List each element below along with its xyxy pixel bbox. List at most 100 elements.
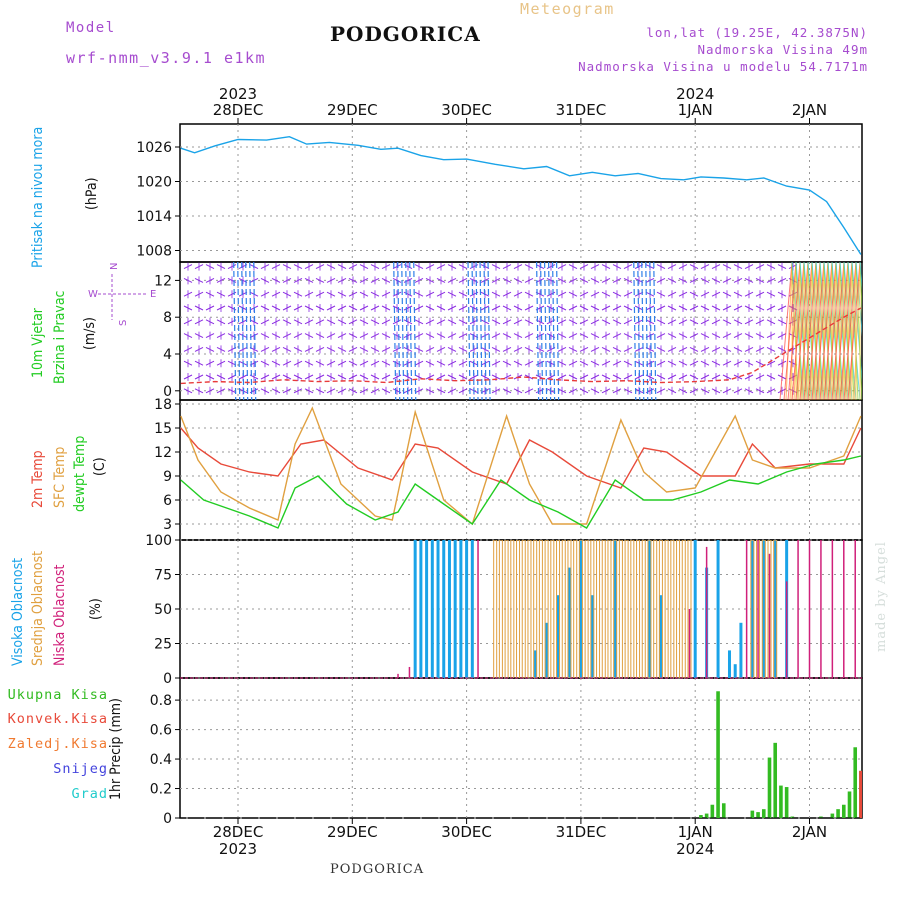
mid-cloud-bar [630, 540, 635, 678]
wind-arrow-column [653, 262, 657, 400]
high-cloud-bar [470, 540, 474, 678]
wind-arrow-column [237, 262, 241, 400]
wind-arrow-column [471, 262, 475, 400]
low-cloud-bar [477, 540, 479, 678]
wind-arrow-fan [807, 262, 821, 400]
mid-cloud-bar [767, 540, 772, 678]
wind-arrow-column [649, 262, 653, 400]
mid-cloud-bar [516, 540, 521, 678]
y-tick-label: 9 [163, 469, 172, 485]
high-cloud-bar [556, 595, 560, 678]
mid-cloud-bar [601, 540, 606, 678]
mid-cloud-bar [756, 540, 761, 678]
wind-arrow-column [548, 262, 552, 400]
wind-arrow-column [409, 262, 413, 400]
low-cloud-bar [797, 540, 799, 678]
wind-arrow-column [479, 262, 483, 400]
high-cloud-bar [533, 650, 537, 678]
wind-arrow-fan [783, 262, 797, 400]
wind-arrow-column [467, 262, 471, 400]
wind-arrow-fan [823, 262, 837, 400]
wind-arrow-fan [843, 262, 857, 400]
wind-arrow-column [401, 262, 405, 400]
total-rain-bar [847, 791, 852, 818]
y-tick-label: 25 [154, 637, 172, 653]
wind-arrow-column [552, 262, 556, 400]
bottom-year-label: 2024 [676, 840, 714, 858]
mid-cloud-bar [544, 540, 549, 678]
mid-cloud-bar [533, 540, 538, 678]
mid-cloud-bar [578, 540, 583, 678]
total-rain-bar [750, 810, 755, 818]
wind-arrow-column [249, 262, 253, 400]
high-cloud-bar [447, 540, 451, 678]
compass-west: W [88, 289, 98, 300]
high-cloud-bar [647, 540, 651, 678]
total-rain-bar [779, 785, 783, 818]
wind-arrow-fan [841, 262, 849, 400]
y-tick-label: 15 [154, 421, 172, 437]
wind-arrow-fan [805, 262, 813, 400]
high-cloud-bar [590, 595, 594, 678]
top-day-label: 31DEC [556, 101, 607, 119]
wind-arrow-column [413, 262, 417, 400]
wind-speed-line [180, 307, 862, 385]
wind-arrow-fan [787, 262, 801, 400]
mid-cloud-bar [750, 540, 755, 678]
y-tick-label: 12 [154, 273, 172, 289]
wind-arrow-column [556, 262, 560, 400]
legend-snow: Snijeg [53, 761, 108, 777]
wind-arrow-column [544, 262, 548, 400]
y-tick-label: 100 [145, 533, 172, 549]
mid-cloud-bar [636, 540, 641, 678]
wind-arrow-fan [819, 262, 827, 400]
wind-arrow-column [633, 262, 637, 400]
wind-arrow-fan [847, 262, 861, 400]
wind-arrow-fan [807, 262, 815, 400]
wind-arrow-column [393, 262, 397, 400]
wind-arrow-column [233, 262, 237, 400]
wind-arrow-fan [811, 262, 825, 400]
total-rain-bar [836, 809, 840, 818]
high-cloud-bar [442, 540, 446, 678]
total-rain-bar [790, 816, 795, 818]
high-cloud-bar [750, 540, 754, 678]
wind-arrow-fan [795, 262, 803, 400]
low-cloud-bar [843, 540, 845, 678]
high-cloud-bar [579, 540, 583, 678]
y-tick-label: 8 [163, 310, 172, 326]
low-cloud-bar [820, 540, 822, 678]
mid-cloud-bar [658, 540, 663, 678]
mid-cloud-bar [687, 540, 692, 678]
conv-rain-bar [859, 770, 862, 818]
wind-arrow-column [241, 262, 245, 400]
wind-arrow-fan [835, 262, 849, 400]
mid-cloud-bar [653, 540, 658, 678]
wind-arrow-column [637, 262, 641, 400]
high-cloud-bar [739, 622, 743, 678]
wind-arrow-fan [813, 262, 821, 400]
high-cloud-bar [430, 540, 434, 678]
mid-cloud-bar [538, 540, 543, 678]
bottom-day-label: 30DEC [441, 823, 492, 841]
low-cloud-bar [854, 540, 856, 678]
high-cloud-bar [716, 540, 720, 678]
mid-cloud-bar [510, 540, 515, 678]
panel-frame [179, 677, 863, 819]
high-cloud-bar [419, 540, 423, 678]
mid-cloud-bar [521, 540, 526, 678]
wind-arrow-fan [815, 262, 823, 400]
mid-cloud-bar [647, 540, 652, 678]
total-rain-bar [716, 691, 720, 818]
total-rain-bar [767, 757, 772, 818]
wind-arrow-fan [799, 262, 807, 400]
wind-arrow-column [645, 262, 649, 400]
wind-arrow-fan [839, 262, 847, 400]
bottom-day-label: 28DEC [213, 823, 264, 841]
wind-arrow-column [397, 262, 401, 400]
model-altitude-label: Nadmorska Visina u modelu 54.7171m [578, 59, 868, 74]
wind-arrow-fan [859, 262, 862, 320]
wind-arrow-fan [791, 262, 799, 400]
mid-cloud-bar [670, 540, 675, 678]
wind-arrow-fan [791, 262, 805, 400]
